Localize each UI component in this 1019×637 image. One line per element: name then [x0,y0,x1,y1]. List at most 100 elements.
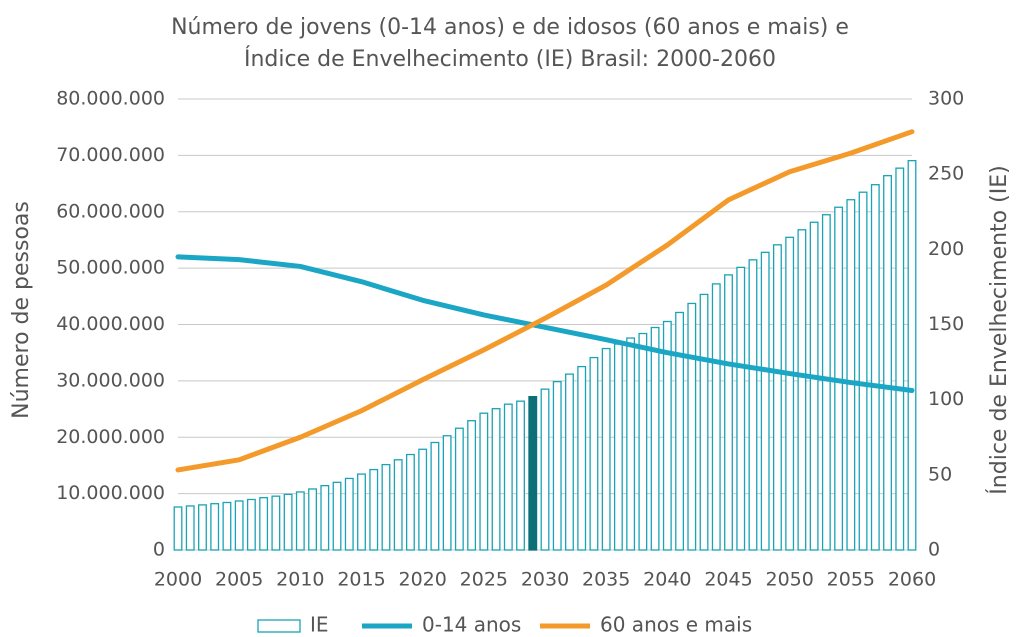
bar [381,463,391,551]
y2-axis-label: Índice de Envelhecimento (IE) [986,165,1012,494]
chart-title: Número de jovens (0-14 anos) e de idosos… [171,15,849,40]
bar [552,380,562,551]
legend-label: IE [310,613,329,637]
bar [479,412,489,551]
bar [797,229,807,551]
y-tick-label: 20.000.000 [56,426,165,448]
bar [626,337,636,551]
bar [601,347,611,551]
bar [357,473,366,551]
bar [369,468,379,551]
legend-label: 60 anos e mais [600,613,752,637]
bar [344,477,354,551]
bar [295,491,305,551]
bar [332,481,342,551]
bar [772,244,782,551]
bar [736,266,746,551]
x-tick-label: 2060 [888,569,936,591]
y-tick-label: 40.000.000 [56,313,165,335]
line [175,254,915,393]
bar [821,214,831,551]
x-tick-label: 2050 [765,569,813,591]
bar [870,184,880,551]
chart-title: Índice de Envelhecimento (IE) Brasil: 20… [244,46,776,72]
bar [491,408,501,551]
bar [809,221,819,551]
y2-tick-label: 250 [928,163,964,185]
line [175,129,915,473]
y2-tick-label: 100 [928,388,964,410]
y2-tick-label: 50 [928,463,952,485]
bar [234,500,244,551]
bar [565,373,574,551]
x-tick-label: 2040 [643,569,691,591]
bar [638,332,648,551]
bar [320,485,330,551]
y2-tick-label: 200 [928,238,964,260]
bar [846,199,856,551]
x-tick-label: 2020 [398,569,446,591]
x-tick-label: 2045 [704,569,752,591]
bar [430,441,440,551]
y2-tick-label: 300 [928,88,964,110]
bar [222,501,232,551]
bar [748,259,758,551]
x-tick-label: 2015 [337,569,385,591]
bar [540,388,550,551]
y-tick-label: 70.000.000 [56,144,165,166]
bar [246,498,256,551]
bar [760,251,770,551]
x-tick-label: 2005 [215,569,263,591]
bar [467,420,477,551]
legend-swatch [257,619,301,633]
bar [516,400,525,551]
bar [308,488,318,551]
y2-tick-label: 0 [928,539,940,561]
bar [405,453,415,551]
bar [210,503,220,551]
bar [687,302,697,551]
bar [528,396,538,551]
bar [271,495,281,551]
bar [283,493,293,551]
x-tick-label: 2000 [154,569,202,591]
bar [185,505,195,551]
y-tick-label: 10.000.000 [56,482,165,504]
bar [675,311,685,551]
bar [198,504,207,551]
x-tick-label: 2030 [521,569,569,591]
x-tick-label: 2055 [827,569,875,591]
y-tick-label: 80.000.000 [56,88,165,110]
x-tick-label: 2025 [460,569,508,591]
y-tick-label: 30.000.000 [56,369,165,391]
bar [711,283,721,551]
y-axis-label: Número de pessoas [9,201,34,419]
x-tick-label: 2010 [276,569,324,591]
bar [699,293,709,551]
bar [662,320,672,551]
bar [442,435,452,551]
bar [577,365,587,551]
bar [907,159,917,551]
legend-label: 0-14 anos [422,613,521,637]
y-tick-label: 50.000.000 [56,257,165,279]
bar [650,326,660,551]
bar [613,343,623,551]
bar [724,274,733,551]
bar [883,175,892,551]
y-tick-label: 60.000.000 [56,200,165,222]
x-tick-label: 2035 [582,569,630,591]
bar [785,236,795,551]
bar [589,356,599,551]
bar [418,448,428,551]
y-tick-label: 0 [153,539,165,561]
bar [895,167,905,551]
bar [393,459,403,551]
bar [259,497,269,551]
bar [173,506,183,551]
bar [503,403,513,551]
bar [454,427,464,551]
bar [858,191,868,551]
y2-tick-label: 150 [928,313,964,335]
